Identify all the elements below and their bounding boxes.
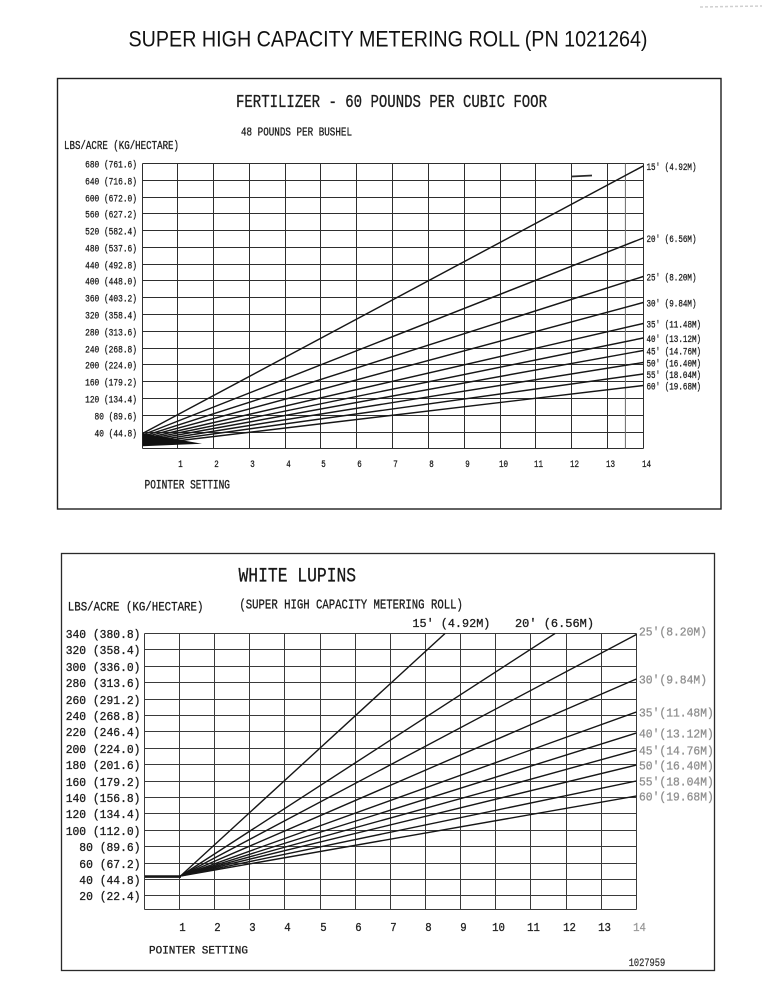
svg-text:3: 3: [250, 459, 255, 471]
svg-text:4: 4: [286, 459, 291, 471]
svg-text:160 (179.2): 160 (179.2): [85, 377, 137, 389]
svg-text:300 (336.0): 300 (336.0): [66, 661, 141, 675]
svg-text:80 (89.6): 80 (89.6): [95, 411, 138, 423]
svg-text:FERTILIZER - 60 POUNDS PER CUB: FERTILIZER - 60 POUNDS PER CUBIC FOOR: [236, 93, 547, 113]
svg-text:11: 11: [527, 921, 540, 935]
svg-text:8: 8: [429, 459, 434, 471]
svg-text:50' (16.40M): 50' (16.40M): [647, 358, 702, 370]
svg-text:LBS/ACRE (KG/HECTARE): LBS/ACRE (KG/HECTARE): [68, 600, 204, 615]
svg-text:20 (22.4): 20 (22.4): [79, 890, 140, 904]
svg-text:13: 13: [598, 921, 611, 935]
svg-text:320 (358.4): 320 (358.4): [66, 644, 141, 658]
svg-text:10: 10: [492, 921, 505, 935]
svg-text:10: 10: [499, 459, 508, 471]
svg-text:25' (8.20M): 25' (8.20M): [647, 272, 697, 284]
svg-text:POINTER SETTING: POINTER SETTING: [145, 478, 231, 493]
svg-text:480 (537.6): 480 (537.6): [85, 243, 137, 255]
svg-text:LBS/ACRE (KG/HECTARE): LBS/ACRE (KG/HECTARE): [64, 139, 179, 153]
svg-text:12: 12: [570, 459, 579, 471]
svg-text:48 POUNDS PER BUSHEL: 48 POUNDS PER BUSHEL: [241, 126, 352, 140]
svg-text:280 (313.6): 280 (313.6): [66, 677, 141, 691]
svg-text:120 (134.4): 120 (134.4): [85, 394, 137, 406]
svg-text:120 (134.4): 120 (134.4): [66, 808, 141, 822]
svg-text:360 (403.2): 360 (403.2): [85, 293, 137, 305]
svg-text:35'(11.48M): 35'(11.48M): [639, 706, 714, 720]
svg-text:6: 6: [355, 921, 361, 935]
svg-text:13: 13: [606, 459, 615, 471]
svg-text:30'(9.84M): 30'(9.84M): [639, 673, 707, 687]
svg-text:45' (14.76M): 45' (14.76M): [647, 346, 702, 358]
svg-text:25'(8.20M): 25'(8.20M): [639, 625, 707, 639]
svg-text:4: 4: [284, 921, 290, 935]
svg-text:200 (224.0): 200 (224.0): [85, 360, 137, 372]
svg-text:15' (4.92M): 15' (4.92M): [647, 162, 697, 174]
svg-text:60' (19.68M): 60' (19.68M): [647, 381, 702, 393]
svg-text:7: 7: [393, 459, 398, 471]
svg-text:1: 1: [179, 921, 185, 935]
svg-text:45'(14.76M): 45'(14.76M): [639, 744, 714, 758]
svg-text:240 (268.8): 240 (268.8): [85, 344, 137, 356]
svg-text:60 (67.2): 60 (67.2): [79, 858, 140, 872]
svg-text:240 (268.8): 240 (268.8): [66, 710, 141, 724]
svg-text:40' (13.12M): 40' (13.12M): [647, 334, 702, 346]
svg-text:55'(18.04M): 55'(18.04M): [639, 775, 714, 789]
svg-text:14: 14: [633, 921, 646, 935]
svg-text:520 (582.4): 520 (582.4): [85, 226, 137, 238]
svg-text:12: 12: [563, 921, 576, 935]
svg-text:80 (89.6): 80 (89.6): [79, 841, 140, 855]
svg-text:11: 11: [534, 459, 543, 471]
svg-text:14: 14: [642, 459, 651, 471]
svg-text:15' (4.92M): 15' (4.92M): [412, 617, 490, 631]
svg-text:340 (380.8): 340 (380.8): [66, 628, 141, 642]
svg-text:400 (448.0): 400 (448.0): [85, 276, 137, 288]
svg-text:WHITE LUPINS: WHITE LUPINS: [239, 566, 357, 589]
svg-text:260 (291.2): 260 (291.2): [66, 694, 141, 708]
svg-text:9: 9: [465, 459, 470, 471]
svg-text:280 (313.6): 280 (313.6): [85, 327, 137, 339]
svg-text:SUPER HIGH CAPACITY METERING R: SUPER HIGH CAPACITY METERING ROLL (PN 10…: [129, 27, 648, 52]
svg-text:1027959: 1027959: [629, 958, 666, 970]
svg-text:220 (246.4): 220 (246.4): [66, 726, 141, 740]
svg-text:600 (672.0): 600 (672.0): [85, 193, 137, 205]
svg-text:200 (224.0): 200 (224.0): [66, 743, 141, 757]
svg-text:40 (44.8): 40 (44.8): [79, 874, 140, 888]
svg-text:55' (18.04M): 55' (18.04M): [647, 370, 702, 382]
svg-text:680 (761.6): 680 (761.6): [85, 159, 137, 171]
svg-text:20' (6.56M): 20' (6.56M): [647, 234, 697, 246]
svg-text:20' (6.56M): 20' (6.56M): [515, 617, 594, 631]
svg-text:2: 2: [214, 921, 220, 935]
svg-text:440 (492.8): 440 (492.8): [85, 260, 137, 272]
svg-text:1: 1: [178, 459, 183, 471]
svg-text:(SUPER HIGH CAPACITY METERING: (SUPER HIGH CAPACITY METERING ROLL): [239, 597, 463, 613]
svg-text:5: 5: [321, 459, 326, 471]
svg-text:35' (11.48M): 35' (11.48M): [647, 319, 702, 331]
svg-text:140 (156.8): 140 (156.8): [66, 792, 141, 806]
svg-text:160 (179.2): 160 (179.2): [66, 776, 141, 790]
svg-text:3: 3: [249, 921, 255, 935]
svg-text:50'(16.40M): 50'(16.40M): [639, 759, 714, 773]
svg-text:6: 6: [357, 459, 362, 471]
svg-text:5: 5: [320, 921, 326, 935]
svg-text:40 (44.8): 40 (44.8): [95, 428, 138, 440]
svg-text:9: 9: [460, 921, 466, 935]
svg-text:POINTER SETTING: POINTER SETTING: [149, 946, 248, 958]
svg-text:8: 8: [425, 921, 431, 935]
svg-text:100 (112.0): 100 (112.0): [66, 825, 141, 839]
svg-text:7: 7: [390, 921, 396, 935]
svg-text:2: 2: [214, 459, 219, 471]
svg-text:640 (716.8): 640 (716.8): [85, 176, 137, 188]
svg-text:30' (9.84M): 30' (9.84M): [647, 298, 697, 310]
svg-text:60'(19.68M): 60'(19.68M): [639, 790, 714, 804]
svg-text:320 (358.4): 320 (358.4): [85, 310, 137, 322]
svg-text:40'(13.12M): 40'(13.12M): [639, 727, 714, 741]
svg-text:560 (627.2): 560 (627.2): [85, 209, 137, 221]
svg-text:180 (201.6): 180 (201.6): [66, 759, 141, 773]
